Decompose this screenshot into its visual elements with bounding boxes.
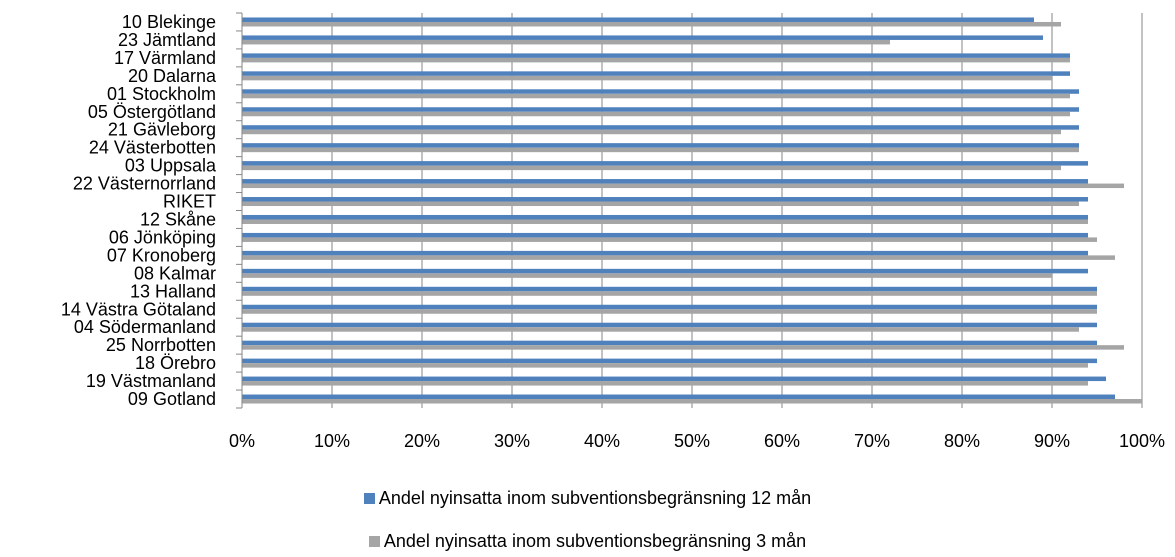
legend-swatch-12-man [363,493,375,504]
category-label: 04 Södermanland [74,317,216,337]
bar-12-man [242,250,1088,256]
bar-3-man [242,399,1142,404]
bar-12-man [242,358,1097,364]
bar-3-man [242,345,1124,350]
bar-3-man [242,201,1079,207]
bar-3-man [242,39,890,45]
bar-3-man [242,219,1088,224]
bar-12-man [242,304,1097,310]
bar-3-man [242,327,1079,332]
bar-3-man [242,273,1052,278]
category-label: 12 Skåne [140,209,216,229]
category-label: 17 Värmland [114,48,216,68]
bar-12-man [242,17,1034,22]
category-label: 25 Norrbotten [106,335,216,355]
bar-12-man [242,89,1079,94]
category-label: 22 Västernorrland [73,174,216,194]
category-label: 07 Kronoberg [107,245,216,265]
bar-3-man [242,165,1061,171]
bar-12-man [242,125,1079,130]
bar-3-man [242,93,1070,99]
bar-3-man [242,57,1070,63]
category-label: 23 Jämtland [118,30,216,50]
category-label: 01 Stockholm [107,84,216,104]
bar-12-man [242,340,1097,346]
bar-3-man [242,309,1097,314]
x-tick-label: 90% [1034,431,1070,451]
legend-label-12-man: Andel nyinsatta inom subventionsbegränsn… [378,488,812,508]
x-tick-label: 60% [764,431,800,451]
x-tick-label: 0% [229,431,255,451]
bar-12-man [242,286,1097,292]
x-tick-label: 80% [944,431,980,451]
bar-3-man [242,183,1124,189]
bar-12-man [242,107,1079,112]
category-label: 19 Västmanland [86,371,216,391]
bar-12-man [242,179,1088,184]
bar-3-man [242,237,1097,242]
bar-3-man [242,147,1079,153]
x-tick-label: 40% [584,431,620,451]
bar-3-man [242,291,1097,296]
category-label: 24 Västerbotten [89,138,216,158]
bar-3-man [242,111,1070,117]
bar-3-man [242,75,1052,81]
bar-3-man [242,381,1088,386]
bar-12-man [242,394,1115,400]
category-label: 08 Kalmar [134,263,216,283]
bar-3-man [242,255,1115,260]
x-tick-label: 10% [314,431,350,451]
x-tick-label: 50% [674,431,710,451]
bar-12-man [242,232,1088,238]
legend-label-3-man: Andel nyinsatta inom subventionsbegränsn… [383,531,807,551]
category-label: 21 Gävleborg [108,120,216,140]
category-label: 20 Dalarna [128,66,217,86]
legend-swatch-3-man [368,536,380,547]
x-tick-labels: 0% 10% 20% 30% 40% 50% 60% 70% 80% 90% 100% [229,431,1165,451]
x-tick-label: 100% [1119,431,1165,451]
category-label: 06 Jönköping [109,227,216,247]
bar-12-man [242,376,1106,382]
bar-12-man [242,322,1097,328]
category-label: RIKET [163,192,216,212]
bar-3-man [242,363,1088,368]
bar-3-man [242,21,1061,27]
legend-item-3-man: Andel nyinsatta inom subventionsbegränsn… [0,531,1175,552]
bar-3-man [242,129,1061,135]
category-label: 10 Blekinge [122,12,216,32]
bar-12-man [242,161,1088,166]
bar-12-man [242,143,1079,148]
category-label: 13 Halland [130,281,216,301]
bar-12-man [242,71,1070,76]
category-label: 09 Gotland [128,389,216,409]
bar-12-man [242,214,1088,220]
x-tick-label: 70% [854,431,890,451]
bar-12-man [242,197,1088,202]
legend-item-12-man: Andel nyinsatta inom subventionsbegränsn… [0,488,1175,509]
x-tick-label: 20% [404,431,440,451]
category-label: 14 Västra Götaland [61,299,216,319]
bar-12-man [242,35,1043,40]
category-label: 18 Örebro [135,353,216,373]
bars [242,17,1142,404]
category-label: 05 Östergötland [88,102,216,122]
bar-12-man [242,268,1088,274]
bar-12-man [242,53,1070,58]
category-label: 03 Uppsala [125,156,217,176]
y-axis [236,12,243,409]
x-tick-label: 30% [494,431,530,451]
